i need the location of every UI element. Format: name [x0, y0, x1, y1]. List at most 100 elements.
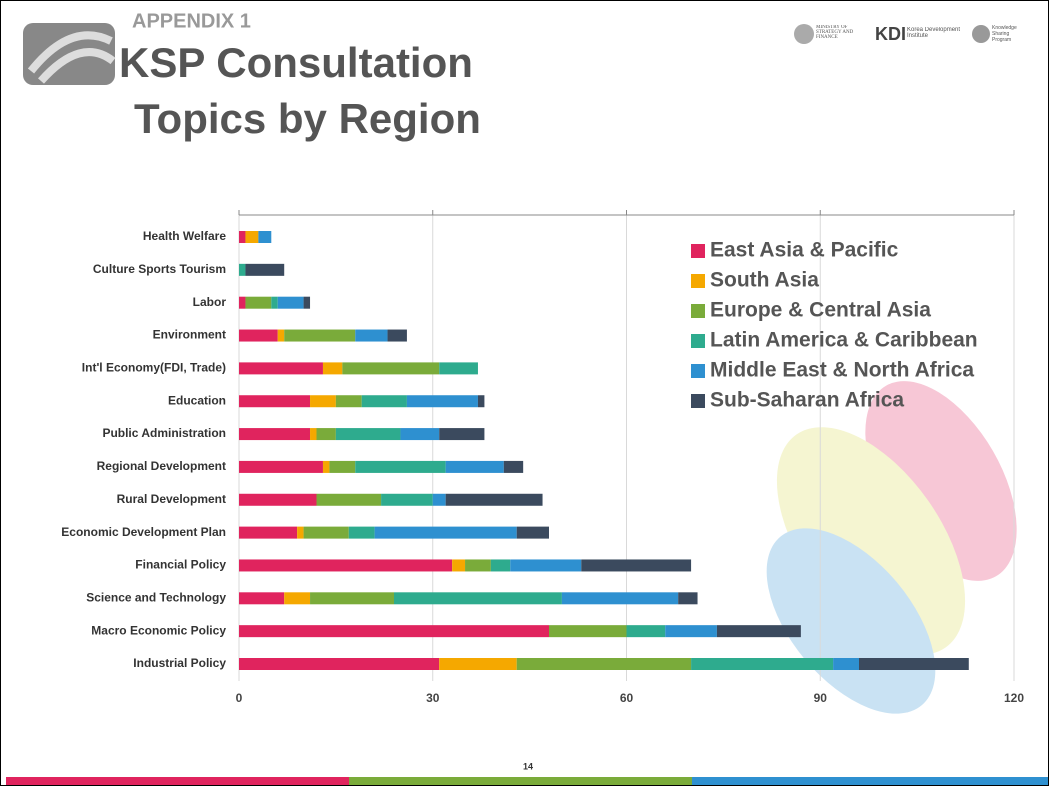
bar-segment — [239, 592, 285, 605]
bar-segment — [239, 625, 549, 638]
bar-segment — [381, 493, 433, 506]
title: Topics by Region — [134, 95, 481, 142]
logo-text: Knowledge Sharing Program — [992, 25, 1017, 43]
footer-band — [6, 777, 349, 785]
legend-label: East Asia & Pacific — [710, 239, 899, 262]
bar-segment — [665, 625, 717, 638]
bar-segment — [490, 559, 511, 572]
logo: MINISTRY OF STRATEGY AND FINANCE — [816, 25, 854, 40]
logo: Knowledge Sharing Program — [992, 25, 1017, 43]
bar-segment — [239, 460, 323, 473]
logo-text: Korea Development Institute — [907, 27, 961, 39]
bar-segment — [258, 231, 272, 243]
bar-segment — [303, 296, 311, 309]
bar-segment — [303, 526, 349, 539]
x-tick-label: 120 — [1004, 691, 1024, 705]
title: KSP Consultation — [119, 39, 473, 86]
bar-segment — [439, 428, 485, 441]
logo-text: MINISTRY OF STRATEGY AND FINANCE — [816, 25, 854, 40]
legend-label: South Asia — [710, 269, 819, 292]
bar-segment — [445, 460, 504, 473]
bar-segment — [284, 592, 311, 605]
bar-segment — [549, 625, 627, 638]
bar-segment — [335, 395, 362, 408]
bar-segment — [439, 658, 517, 670]
y-tick-label: Economic Development Plan — [61, 525, 226, 539]
bar-segment — [503, 460, 524, 473]
bar-segment — [316, 428, 336, 441]
bar-segment — [394, 592, 562, 605]
bar-segment — [342, 362, 440, 375]
logo-text: KDI — [875, 24, 906, 44]
bar-segment — [271, 296, 278, 309]
bar-segment — [239, 362, 323, 375]
bar-segment — [859, 658, 969, 670]
y-tick-label: Science and Technology — [86, 590, 226, 604]
page-number: 14 — [523, 761, 533, 771]
bar-segment — [387, 329, 407, 342]
bar-segment — [355, 460, 446, 473]
y-tick-label: Health Welfare — [143, 229, 226, 243]
legend-swatch — [691, 244, 705, 258]
legend-swatch — [691, 334, 705, 348]
bar-segment — [335, 428, 401, 441]
legend-swatch — [691, 364, 705, 378]
bar-segment — [561, 592, 679, 605]
bar-segment — [581, 559, 692, 572]
bar-segment — [239, 526, 298, 539]
footer-band — [349, 777, 692, 785]
footer-band — [692, 777, 1048, 785]
x-tick-label: 30 — [426, 691, 440, 705]
legend-label: Europe & Central Asia — [710, 299, 931, 322]
bar-segment — [516, 658, 692, 670]
bar-segment — [310, 395, 336, 408]
bar-segment — [322, 460, 330, 473]
y-tick-label: Financial Policy — [135, 558, 226, 572]
bar-segment — [239, 559, 453, 572]
appendix: APPENDIX 1 — [132, 10, 251, 32]
decoration — [766, 381, 1017, 714]
legend-label: Sub-Saharan Africa — [710, 389, 904, 412]
bar-segment — [477, 395, 485, 408]
bar-segment — [239, 493, 317, 506]
y-tick-label: Environment — [153, 328, 226, 342]
legend-label: Latin America & Caribbean — [710, 329, 978, 352]
bar-segment — [297, 526, 304, 539]
y-tick-label: Industrial Policy — [133, 656, 226, 670]
legend-swatch — [691, 394, 705, 408]
legend-swatch — [691, 304, 705, 318]
x-tick-label: 60 — [620, 691, 634, 705]
bar-segment — [439, 362, 478, 375]
y-tick-label: Education — [168, 393, 226, 407]
bar-segment — [239, 296, 246, 309]
bar-segment — [245, 296, 272, 309]
bar-segment — [284, 329, 356, 342]
bar-segment — [510, 559, 582, 572]
bar-segment — [245, 231, 259, 243]
bar-segment — [833, 658, 859, 670]
bar-segment — [691, 658, 834, 670]
logo: Korea Development Institute — [907, 27, 961, 39]
bar-segment — [432, 493, 446, 506]
y-tick-label: Culture Sports Tourism — [93, 262, 226, 276]
bar-segment — [277, 329, 285, 342]
y-tick-label: Public Administration — [102, 426, 226, 440]
y-tick-label: Macro Economic Policy — [91, 623, 226, 637]
bar-segment — [310, 428, 317, 441]
y-tick-label: Rural Development — [117, 492, 226, 506]
bar-segment — [239, 658, 440, 670]
bar-segment — [322, 362, 343, 375]
bar-segment — [239, 231, 246, 243]
bar-segment — [406, 395, 478, 408]
bar-segment — [626, 625, 666, 638]
bar-segment — [400, 428, 440, 441]
bar-segment — [361, 395, 407, 408]
logo-icon — [794, 24, 814, 44]
bar-segment — [239, 395, 311, 408]
bar-segment — [355, 329, 388, 342]
bar-segment — [245, 263, 285, 276]
legend-label: Middle East & North Africa — [710, 359, 974, 382]
bar-segment — [452, 559, 466, 572]
